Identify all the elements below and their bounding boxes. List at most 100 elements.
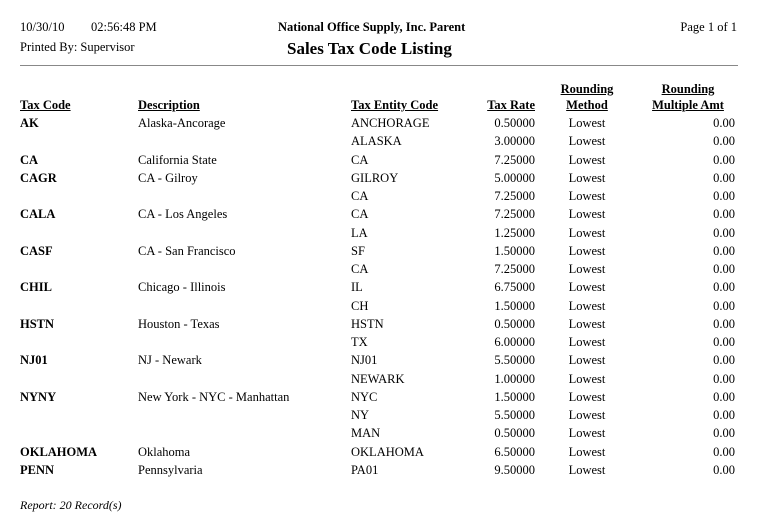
amt-cell: 0.00 (713, 225, 735, 240)
rate-cell: 1.50000 (494, 389, 535, 404)
amt-cell: 0.00 (713, 408, 735, 422)
rate-cell: 5.50000 (494, 408, 535, 422)
rate-cell: 5.50000 (494, 353, 535, 368)
description-cell: Alaska-Ancorage (138, 116, 226, 130)
tax-code-cell: CALA (20, 207, 56, 222)
table-row: CA 7.25000 Lowest 0.00 (0, 189, 760, 207)
entity-cell: IL (351, 280, 363, 295)
entity-cell: HSTN (351, 316, 384, 331)
method-cell: Lowest (568, 207, 606, 222)
entity-cell: NEWARK (351, 371, 405, 386)
method-cell: Lowest (568, 243, 606, 258)
amt-cell: 0.00 (713, 444, 735, 459)
amt-cell: 0.00 (713, 298, 735, 313)
table-row: ALASKA 3.00000 Lowest 0.00 (0, 134, 760, 152)
amt-cell: 0.00 (713, 243, 735, 258)
description-cell: CA - San Francisco (138, 243, 236, 258)
entity-cell: NJ01 (351, 353, 378, 368)
rate-cell: 1.50000 (494, 243, 535, 258)
amt-cell: 0.00 (713, 280, 735, 295)
rate-cell: 7.25000 (494, 189, 535, 203)
col-entity: Tax Entity Code (351, 98, 439, 112)
table-row: CH 1.50000 Lowest 0.00 (0, 299, 760, 317)
entity-cell: PA01 (351, 462, 379, 477)
method-cell: Lowest (568, 134, 606, 149)
description-cell: New York - NYC - Manhattan (138, 389, 290, 404)
description-cell: CA - Gilroy (138, 170, 198, 185)
rate-cell: 0.50000 (494, 426, 535, 441)
method-cell: Lowest (568, 335, 606, 349)
table-row: LA 1.25000 Lowest 0.00 (0, 226, 760, 244)
rate-cell: 6.00000 (494, 335, 535, 349)
description-cell: Oklahoma (138, 444, 191, 459)
rate-cell: 7.25000 (494, 262, 535, 276)
tax-code-cell: HSTN (20, 316, 55, 331)
entity-cell: ALASKA (351, 134, 402, 149)
table-row: CA 7.25000 Lowest 0.00 (0, 262, 760, 280)
amt-cell: 0.00 (713, 426, 735, 441)
col-rate: Tax Rate (487, 98, 535, 112)
description-cell: California State (138, 152, 217, 167)
table-row: NY 5.50000 Lowest 0.00 (0, 408, 760, 426)
entity-cell: CH (351, 298, 369, 313)
method-cell: Lowest (568, 280, 606, 295)
rate-cell: 0.50000 (494, 116, 535, 130)
table-row: CALA CA - Los Angeles CA 7.25000 Lowest 0.00 (0, 207, 760, 225)
rate-cell: 9.50000 (494, 462, 535, 477)
table-row: CAGR CA - Gilroy GILROY 5.00000 Lowest 0.00 (0, 171, 760, 189)
tax-code-cell: CHIL (20, 280, 52, 295)
description-cell: CA - Los Angeles (138, 207, 228, 222)
tax-code-cell: OKLAHOMA (20, 444, 98, 459)
record-count: Report: 20 Record(s) (20, 498, 122, 512)
table-row: NJ01 NJ - Newark NJ01 5.50000 Lowest 0.00 (0, 353, 760, 371)
amt-cell: 0.00 (713, 116, 735, 130)
amt-cell: 0.00 (713, 462, 735, 477)
table-row: CA California State CA 7.25000 Lowest 0.00 (0, 153, 760, 171)
entity-cell: CA (351, 262, 369, 276)
entity-cell: LA (351, 225, 368, 240)
method-cell: Lowest (568, 189, 606, 203)
entity-cell: CA (351, 189, 369, 203)
method-cell: Lowest (568, 353, 606, 368)
rate-cell: 7.25000 (494, 152, 535, 167)
rate-cell: 1.00000 (494, 371, 535, 386)
entity-cell: MAN (351, 426, 381, 441)
entity-cell: NYC (351, 389, 378, 404)
amt-cell: 0.00 (713, 152, 735, 167)
method-cell: Lowest (568, 116, 606, 130)
rate-cell: 6.75000 (494, 280, 535, 295)
method-cell: Lowest (568, 298, 606, 313)
table-row: PENN Pennsylvaria PA01 9.50000 Lowest 0.00 (0, 463, 760, 481)
tax-code-table: AK Alaska-Ancorage ANCHORAGE 0.50000 Lowest 0… (0, 116, 760, 481)
header-divider (20, 65, 738, 66)
method-cell: Lowest (568, 225, 606, 240)
rate-cell: 6.50000 (494, 444, 535, 459)
amt-cell: 0.00 (713, 371, 735, 386)
rate-cell: 7.25000 (494, 207, 535, 222)
table-row: AK Alaska-Ancorage ANCHORAGE 0.50000 Lowest 0… (0, 116, 760, 134)
amt-cell: 0.00 (713, 134, 735, 149)
amt-cell: 0.00 (713, 353, 735, 368)
rate-cell: 5.00000 (494, 170, 535, 185)
rate-cell: 1.25000 (494, 225, 535, 240)
method-cell: Lowest (568, 262, 606, 276)
method-cell: Lowest (568, 426, 606, 441)
method-cell: Lowest (568, 462, 606, 477)
amt-cell: 0.00 (713, 189, 735, 203)
col-description: Description (138, 98, 200, 112)
rate-cell: 3.00000 (494, 134, 535, 149)
tax-code-cell: CAGR (20, 170, 57, 185)
method-cell: Lowest (568, 408, 606, 422)
col-tax-code: Tax Code (20, 98, 71, 112)
method-cell: Lowest (568, 389, 606, 404)
col-amt-1: Rounding (661, 82, 715, 96)
description-cell: Houston - Texas (138, 316, 220, 331)
table-row: NEWARK 1.00000 Lowest 0.00 (0, 372, 760, 390)
company-name: National Office Supply, Inc. Parent (278, 20, 466, 34)
entity-cell: ANCHORAGE (351, 116, 430, 130)
method-cell: Lowest (568, 316, 606, 331)
entity-cell: OKLAHOMA (351, 444, 424, 459)
amt-cell: 0.00 (713, 316, 735, 331)
method-cell: Lowest (568, 444, 606, 459)
table-row: TX 6.00000 Lowest 0.00 (0, 335, 760, 353)
